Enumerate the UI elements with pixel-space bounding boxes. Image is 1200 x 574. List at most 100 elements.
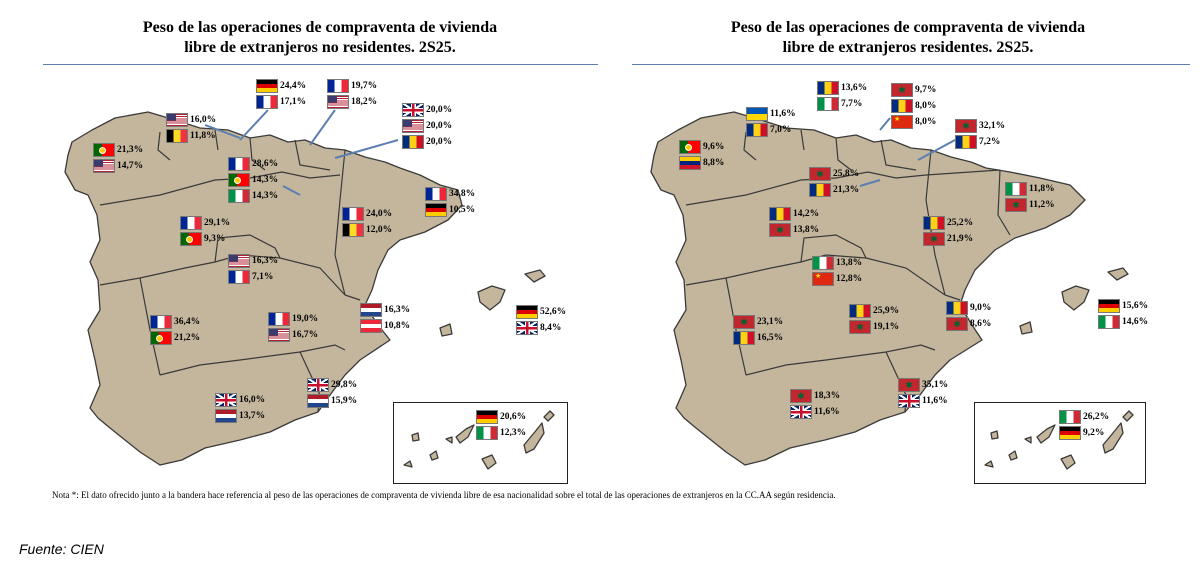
left-leader-navarra xyxy=(334,139,399,159)
flag-ro-icon xyxy=(733,331,755,345)
region-share-value: 12,8% xyxy=(836,274,863,284)
right-label-paisvasco: 9,7% 8,0% 8,0% xyxy=(891,82,936,130)
flag-stack xyxy=(733,314,755,346)
region-share-value: 14,2% xyxy=(793,209,820,219)
value-stack: 14,2% 13,8% xyxy=(793,206,819,238)
left-label-asturias: 16,0% 11,8% xyxy=(166,112,216,144)
left-map-title: Peso de las operaciones de compraventa d… xyxy=(80,18,560,58)
region-share-value: 19,1% xyxy=(873,322,900,332)
flag-gb-icon xyxy=(307,378,329,392)
right-map-title: Peso de las operaciones de compraventa d… xyxy=(668,18,1148,58)
region-share-value: 13,7% xyxy=(239,411,266,421)
flag-stack xyxy=(1005,181,1027,213)
flag-stack xyxy=(307,377,329,409)
region-share-value: 29,8% xyxy=(331,380,358,390)
left-label-cantabria: 24,4% 17,1% xyxy=(256,78,306,110)
flag-us-icon xyxy=(268,328,290,342)
flag-stack xyxy=(891,82,913,130)
value-stack: 11,6% 7,0% xyxy=(770,106,796,138)
flag-stack xyxy=(228,156,250,204)
flag-pt-icon xyxy=(180,232,202,246)
flag-pt-icon xyxy=(93,143,115,157)
region-share-value: 26,2% xyxy=(1083,412,1110,422)
flag-ro-icon xyxy=(746,123,768,137)
right-leader-rioja xyxy=(859,179,881,187)
flag-be-icon xyxy=(166,129,188,143)
flag-pt-icon xyxy=(150,331,172,345)
right-peninsula-shape xyxy=(650,111,1086,466)
value-stack: 35,1% 11,6% xyxy=(922,377,948,409)
region-share-value: 11,6% xyxy=(922,396,948,406)
region-share-value: 28,6% xyxy=(252,159,279,169)
right-label-valenciana: 9,0% 8,6% xyxy=(946,300,991,332)
value-stack: 18,3% 11,6% xyxy=(814,388,840,420)
region-share-value: 16,3% xyxy=(252,256,279,266)
right-label-galicia: 9,6% 8,8% xyxy=(679,139,724,171)
flag-it-icon xyxy=(228,189,250,203)
flag-ro-icon xyxy=(891,99,913,113)
flag-ua-icon xyxy=(746,107,768,121)
region-share-value: 11,6% xyxy=(770,109,796,119)
left-label-extremadura: 36,4% 21,2% xyxy=(150,314,200,346)
value-stack: 32,1% 7,2% xyxy=(979,118,1005,150)
left-peninsula-shape xyxy=(64,111,463,466)
flag-ro-icon xyxy=(402,135,424,149)
left-leader-asturias xyxy=(204,124,241,139)
value-stack: 16,0% 11,8% xyxy=(190,112,216,144)
region-share-value: 9,3% xyxy=(204,234,226,244)
region-share-value: 21,9% xyxy=(947,234,974,244)
right-title-rule xyxy=(632,64,1190,65)
flag-stack xyxy=(180,215,202,247)
value-stack: 16,3% 10,8% xyxy=(384,302,410,334)
region-share-value: 7,7% xyxy=(841,99,863,109)
flag-fr-icon xyxy=(180,216,202,230)
flag-de-icon xyxy=(516,305,538,319)
left-title-line2: libre de extranjeros no residentes. 2S25… xyxy=(184,39,456,56)
flag-fr-icon xyxy=(342,207,364,221)
flag-de-icon xyxy=(425,203,447,217)
left-label-valenciana: 16,3% 10,8% xyxy=(360,302,410,334)
flag-us-icon xyxy=(166,113,188,127)
flag-stack xyxy=(268,311,290,343)
value-stack: 24,0% 12,0% xyxy=(366,206,392,238)
right-spain-map xyxy=(650,111,1129,466)
flag-cn-icon xyxy=(891,114,913,129)
flag-stack xyxy=(215,392,237,424)
flag-stack xyxy=(946,300,968,332)
flag-stack xyxy=(923,215,945,247)
flag-stack xyxy=(812,255,834,287)
flag-ve-icon xyxy=(679,156,701,170)
flag-stack xyxy=(402,102,424,150)
flag-ro-icon xyxy=(809,183,831,197)
region-share-value: 11,8% xyxy=(1029,184,1055,194)
region-share-value: 20,0% xyxy=(426,121,453,131)
right-canarias-inset: 26,2% 9,2% xyxy=(974,402,1146,484)
left-region-borders xyxy=(99,129,361,413)
region-share-value: 16,5% xyxy=(757,333,784,343)
value-stack: 13,8% 12,8% xyxy=(836,255,862,287)
region-share-value: 19,7% xyxy=(351,81,378,91)
flag-stack xyxy=(256,78,278,110)
region-share-value: 10,5% xyxy=(449,205,476,215)
left-spain-map xyxy=(64,109,546,466)
right-menorca-shape xyxy=(1107,267,1129,281)
left-leader-cantabria xyxy=(239,109,269,141)
flag-stack xyxy=(93,142,115,174)
flag-fr-icon xyxy=(327,79,349,93)
value-stack: 24,4% 17,1% xyxy=(280,78,306,110)
value-stack: 52,6% 8,4% xyxy=(540,304,566,336)
region-share-value: 18,2% xyxy=(351,97,378,107)
right-ibiza-shape xyxy=(1019,321,1033,335)
value-stack: 29,1% 9,3% xyxy=(204,215,230,247)
region-share-value: 21,3% xyxy=(117,145,144,155)
region-share-value: 36,4% xyxy=(174,317,201,327)
flag-ma-icon xyxy=(955,119,977,133)
flag-stack xyxy=(327,78,349,110)
flag-stack xyxy=(150,314,172,346)
right-mallorca-shape xyxy=(1061,285,1090,311)
region-share-value: 25,9% xyxy=(873,306,900,316)
flag-it-icon xyxy=(1098,315,1120,329)
source-caption: Fuente: CIEN xyxy=(19,541,104,557)
right-label-andalucia: 18,3% 11,6% xyxy=(790,388,840,420)
left-canarias-islands xyxy=(403,410,555,470)
